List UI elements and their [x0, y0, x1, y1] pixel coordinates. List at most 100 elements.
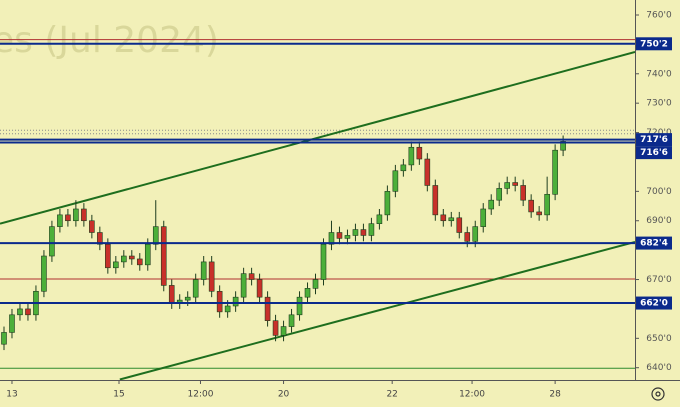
candle-body — [81, 208, 87, 222]
candle-body — [280, 326, 287, 336]
candle-body — [272, 320, 279, 336]
candle-body — [504, 182, 511, 189]
candle-body — [312, 279, 319, 289]
candle-body — [49, 226, 55, 257]
level-label-box — [636, 37, 672, 51]
candle-body — [440, 214, 447, 222]
candle-body — [200, 261, 207, 280]
level-label-box — [636, 146, 672, 160]
candle-body — [408, 146, 415, 166]
settings-icon[interactable] — [651, 387, 665, 401]
candle-body — [400, 164, 407, 172]
candle-body — [560, 141, 566, 151]
level-label: 717'6 — [640, 135, 668, 145]
candle-body — [552, 149, 558, 195]
candle-body — [512, 182, 518, 186]
y-tick-label: 720'0 — [646, 128, 672, 138]
candle-body — [352, 229, 359, 236]
x-tick-label: 12:00 — [188, 390, 214, 400]
candle-body — [320, 243, 327, 280]
candle-body — [89, 220, 95, 233]
candle-body — [136, 258, 143, 266]
candle-body — [416, 146, 423, 160]
y-tick-label: 760'0 — [646, 10, 672, 20]
candle-body — [97, 232, 103, 245]
candle-body — [41, 255, 47, 292]
level-label-box — [636, 133, 672, 147]
candle-body — [9, 314, 15, 333]
candle-body — [536, 211, 542, 216]
candle-body — [232, 296, 239, 307]
candle-body — [520, 185, 526, 201]
candle-body — [472, 226, 479, 242]
candle-body — [528, 199, 534, 213]
candle-body — [336, 232, 343, 239]
candle-body — [25, 308, 31, 316]
trend-line — [119, 240, 635, 380]
candle-body — [128, 255, 135, 260]
candle-body — [168, 285, 175, 304]
settings-button[interactable] — [651, 387, 665, 401]
level-label: 682'4 — [640, 239, 668, 249]
candle-body — [496, 188, 503, 201]
candle-body — [488, 199, 495, 210]
candle-body — [1, 332, 7, 345]
candle-body — [248, 273, 255, 280]
candle-body — [65, 214, 71, 222]
candle-body — [480, 208, 487, 227]
candle-body — [240, 273, 247, 298]
trend-line — [0, 51, 635, 225]
level-label: 662'0 — [640, 299, 668, 309]
y-tick-label: 650'0 — [646, 334, 672, 344]
candle-body — [192, 279, 199, 298]
candle-body — [456, 217, 463, 233]
y-tick-label: 690'0 — [646, 216, 672, 226]
candle-body — [384, 191, 391, 216]
candle-body — [360, 229, 367, 236]
candle-body — [256, 279, 263, 298]
candle-body — [296, 296, 303, 316]
candle-body — [288, 314, 295, 327]
level-label: 716'6 — [640, 148, 668, 158]
candle-body — [160, 226, 167, 286]
y-tick-label: 670'0 — [646, 275, 672, 285]
candle-body — [57, 214, 63, 227]
candle-body — [424, 158, 431, 186]
candle-body — [304, 288, 311, 298]
candle-body — [17, 308, 23, 316]
candle-body — [73, 208, 79, 222]
candle-body — [328, 232, 335, 245]
candle-body — [392, 170, 399, 192]
watermark: es (Jul 2024) — [0, 20, 219, 61]
candle-body — [448, 217, 455, 222]
candle-body — [144, 243, 151, 266]
candle-body — [432, 185, 439, 216]
x-tick-label: 12:00 — [459, 390, 485, 400]
candle-body — [464, 232, 471, 242]
candle-body — [344, 235, 351, 239]
y-tick-label: 730'0 — [646, 99, 672, 109]
candle-body — [208, 261, 215, 292]
y-tick-label: 700'0 — [646, 187, 672, 197]
level-label-box — [636, 236, 672, 250]
candle-body — [113, 261, 119, 269]
candle-body — [105, 243, 111, 269]
level-label-box — [636, 296, 672, 310]
candle-body — [224, 305, 231, 313]
settings-icon-center[interactable] — [655, 391, 661, 397]
candle-body — [264, 296, 271, 321]
candle-body — [152, 226, 159, 245]
candle-body — [216, 290, 223, 313]
x-tick-label: 15 — [113, 390, 124, 400]
y-tick-label: 640'0 — [646, 363, 672, 373]
level-label: 750'2 — [640, 39, 668, 49]
candle-body — [376, 214, 383, 224]
x-tick-label: 22 — [386, 390, 397, 400]
y-tick-label: 740'0 — [646, 69, 672, 79]
plot-area — [0, 39, 635, 380]
candle-body — [368, 223, 375, 236]
x-tick-label: 28 — [549, 390, 561, 400]
